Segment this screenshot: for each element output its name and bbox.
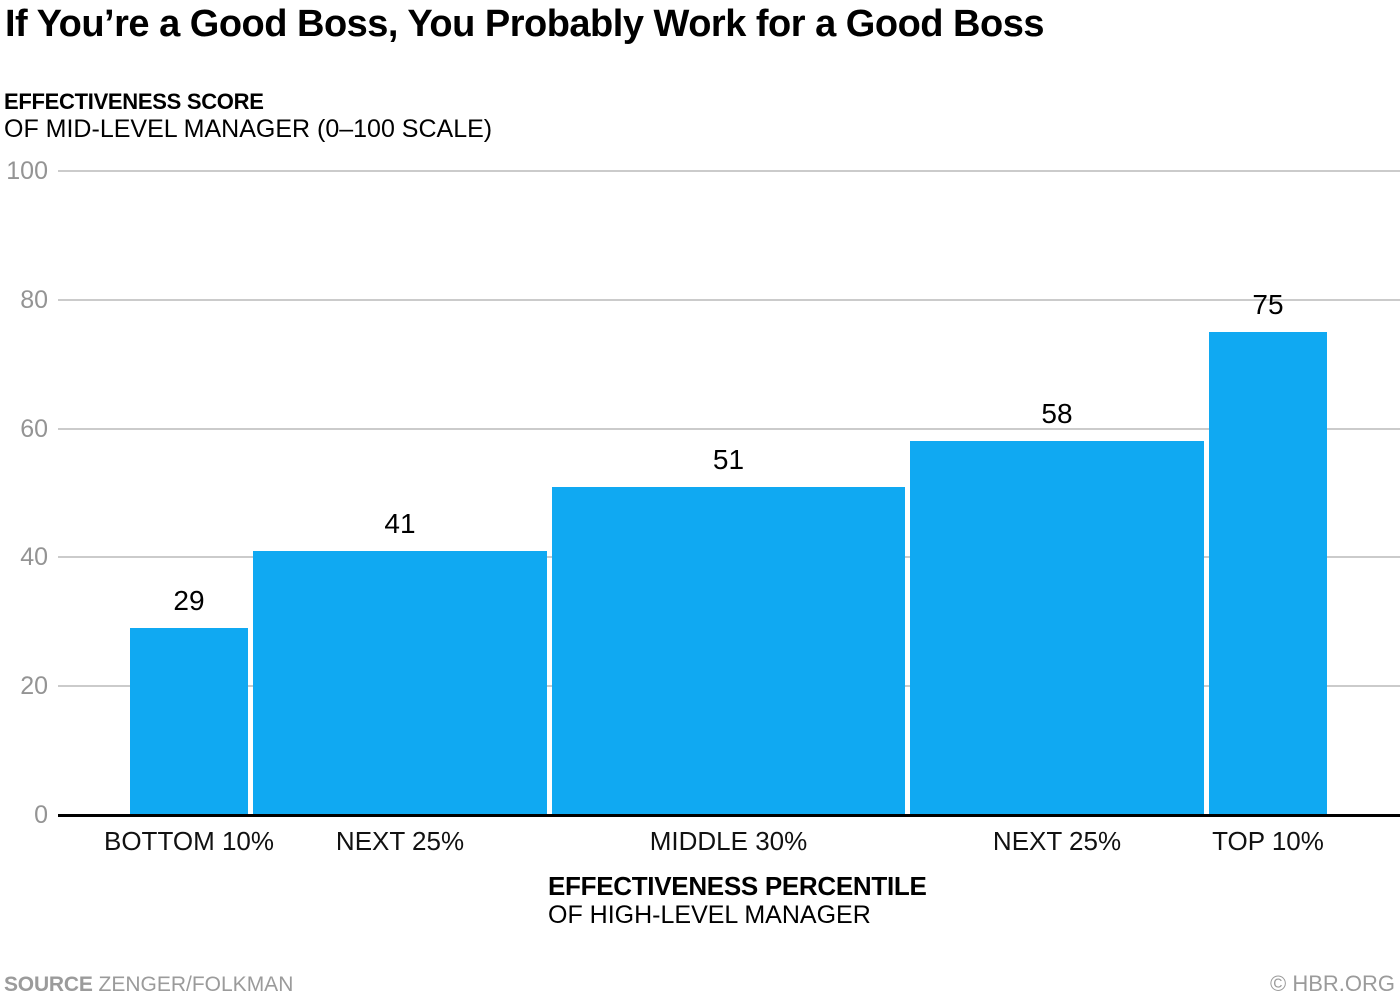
source-label: SOURCE [4, 973, 93, 996]
y-tick-label-80: 80 [20, 285, 48, 314]
bar-3 [552, 487, 905, 815]
y-tick-label-40: 40 [20, 543, 48, 572]
y-tick-label-100: 100 [6, 157, 48, 185]
source-value: ZENGER/FOLKMAN [98, 973, 294, 996]
bar-4 [910, 441, 1204, 815]
bar-value-label-1: 29 [173, 585, 205, 616]
x-axis-title-bold: EFFECTIVENESS PERCENTILE [548, 871, 927, 901]
copyright-credit: © HBR.ORG [1270, 971, 1395, 996]
y-axis-title-sub: OF MID-LEVEL MANAGER (0–100 SCALE) [4, 115, 493, 143]
x-axis-title-sub: OF HIGH-LEVEL MANAGER [548, 901, 871, 929]
x-category-label-1: BOTTOM 10% [103, 826, 275, 856]
gridline-80 [58, 298, 1400, 301]
y-axis-title: EFFECTIVENESS SCORE OF MID-LEVEL MANAGER… [4, 89, 492, 144]
chart-title: If You’re a Good Boss, You Probably Work… [5, 3, 1044, 45]
bar-value-label-3: 51 [712, 444, 745, 475]
gridline-100 [58, 170, 1400, 172]
x-category-label-2: NEXT 25% [335, 826, 465, 856]
x-category-label-4: NEXT 25% [992, 826, 1122, 856]
x-category-label-5: TOP 10% [1212, 826, 1324, 856]
bar-2 [253, 551, 547, 815]
bar-1 [130, 628, 248, 815]
x-axis-line [58, 814, 1400, 817]
source-note: SOURCE ZENGER/FOLKMAN [4, 972, 293, 998]
bar-value-label-4: 58 [1041, 398, 1073, 429]
x-axis-title: EFFECTIVENESS PERCENTILE OF HIGH-LEVEL M… [548, 871, 927, 930]
gridline-60 [58, 427, 1400, 430]
bar-value-label-2: 41 [384, 508, 416, 539]
bar-5 [1209, 332, 1327, 815]
y-tick-label-60: 60 [20, 414, 48, 443]
y-axis-title-bold: EFFECTIVENESS SCORE [4, 89, 264, 114]
y-tick-label-20: 20 [20, 672, 48, 701]
x-category-label-3: MIDDLE 30% [649, 826, 808, 856]
bar-value-label-5: 75 [1252, 289, 1284, 320]
y-tick-label-0: 0 [34, 801, 48, 829]
